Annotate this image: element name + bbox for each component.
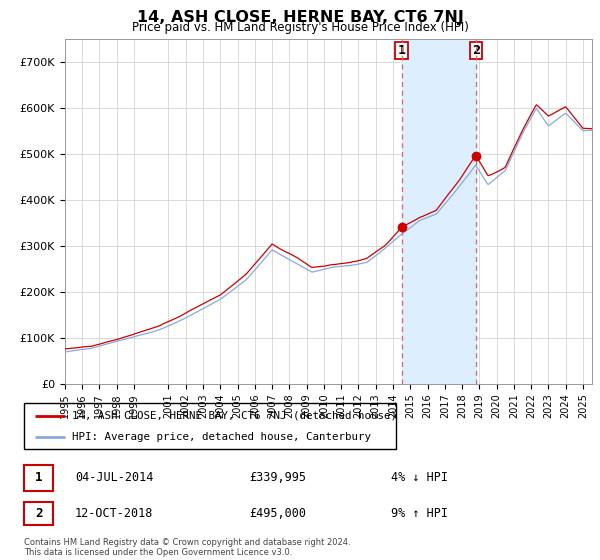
Text: 1: 1 (35, 472, 43, 484)
Text: 04-JUL-2014: 04-JUL-2014 (75, 472, 153, 484)
Text: £495,000: £495,000 (250, 507, 307, 520)
Bar (24, 502, 53, 525)
Text: 2: 2 (472, 44, 480, 57)
Bar (24, 465, 53, 491)
Text: 12-OCT-2018: 12-OCT-2018 (75, 507, 153, 520)
Text: HPI: Average price, detached house, Canterbury: HPI: Average price, detached house, Cant… (73, 432, 371, 442)
Text: 14, ASH CLOSE, HERNE BAY, CT6 7NJ (detached house): 14, ASH CLOSE, HERNE BAY, CT6 7NJ (detac… (73, 410, 397, 421)
Text: £339,995: £339,995 (250, 472, 307, 484)
Text: Contains HM Land Registry data © Crown copyright and database right 2024.
This d: Contains HM Land Registry data © Crown c… (24, 538, 350, 557)
Bar (401, 39, 476, 384)
Text: 9% ↑ HPI: 9% ↑ HPI (391, 507, 448, 520)
Text: 1: 1 (398, 44, 406, 57)
Text: 4% ↓ HPI: 4% ↓ HPI (391, 472, 448, 484)
Text: 2: 2 (35, 507, 43, 520)
Text: 14, ASH CLOSE, HERNE BAY, CT6 7NJ: 14, ASH CLOSE, HERNE BAY, CT6 7NJ (137, 10, 463, 25)
Text: Price paid vs. HM Land Registry's House Price Index (HPI): Price paid vs. HM Land Registry's House … (131, 21, 469, 34)
